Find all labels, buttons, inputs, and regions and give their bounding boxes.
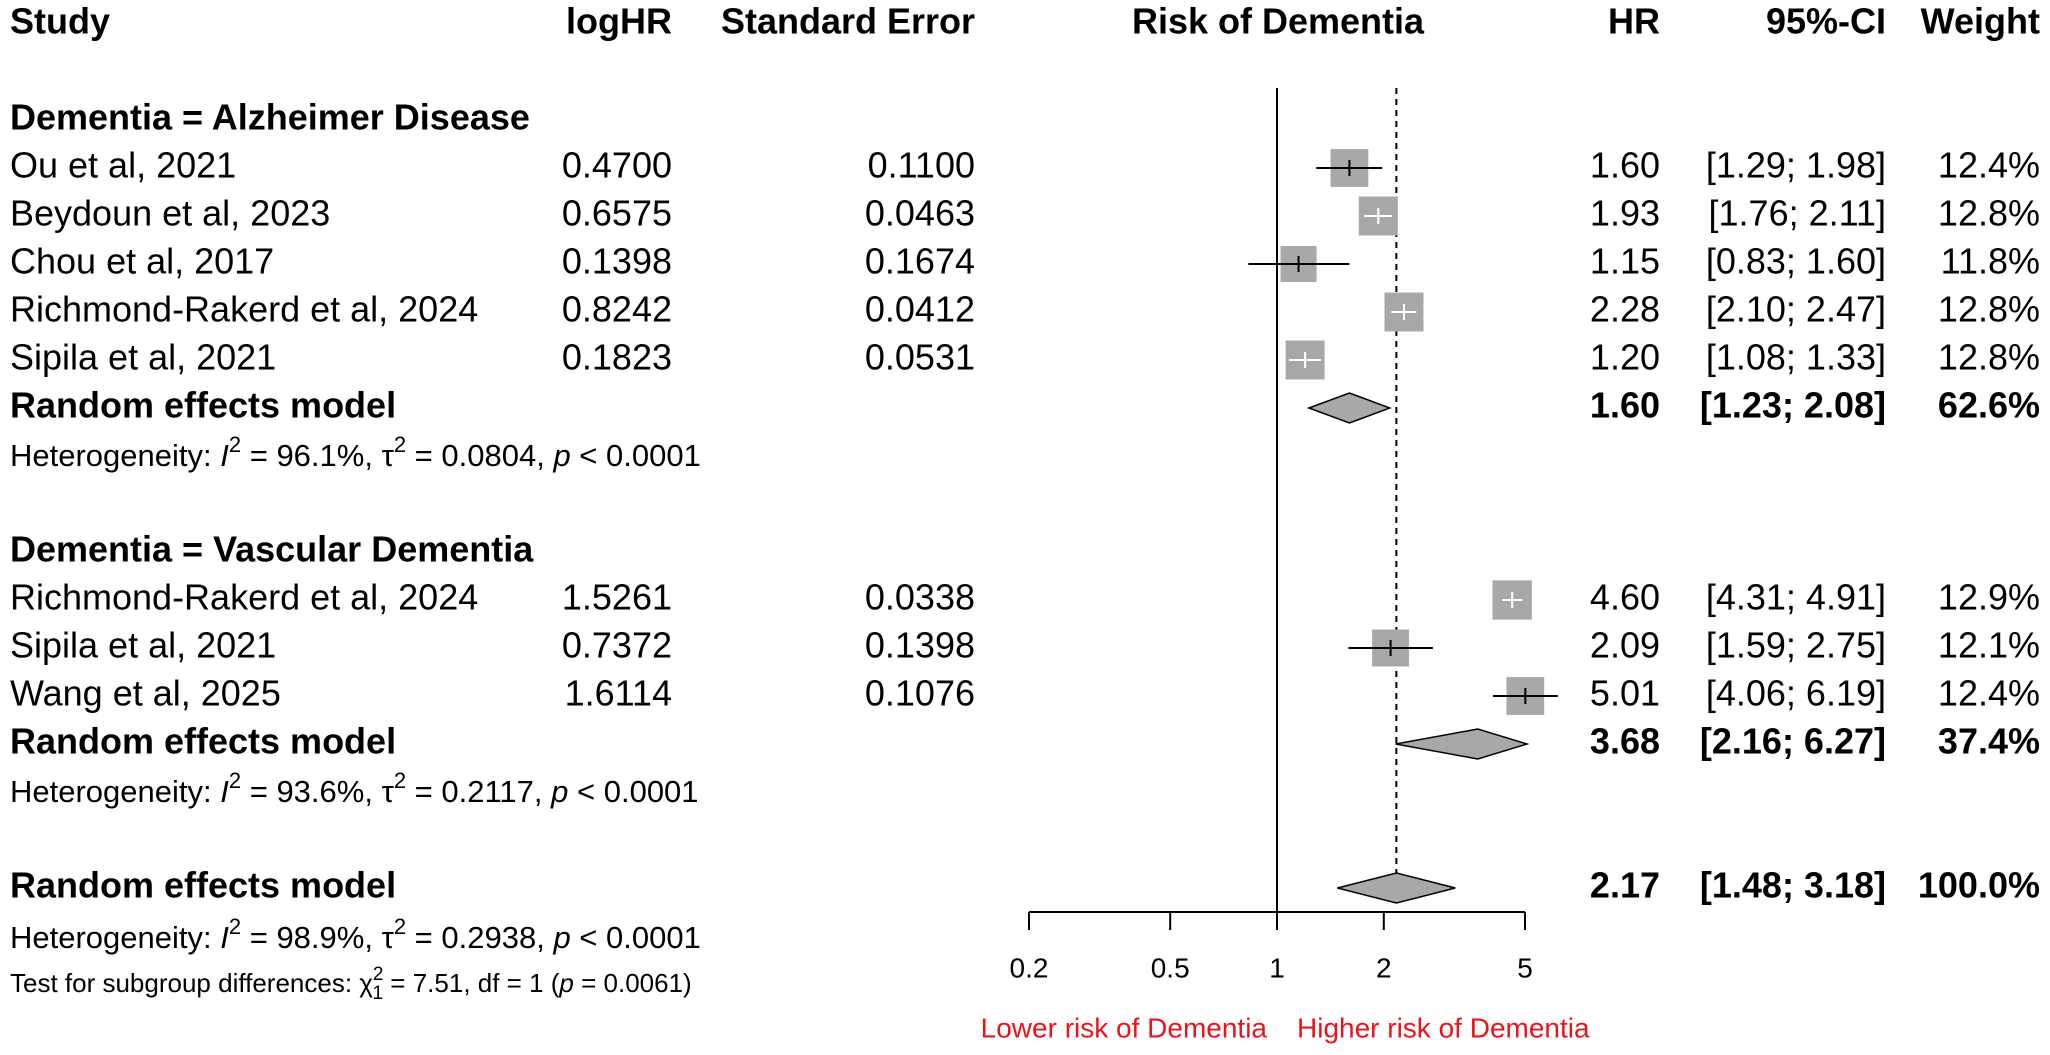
header-study: Study: [10, 1, 110, 42]
study-hr: 2.28: [1590, 289, 1660, 330]
model-diamond: [1395, 728, 1530, 760]
study-weight: 12.8%: [1938, 193, 2040, 234]
study-se: 0.1398: [865, 625, 975, 666]
study-weight: 12.8%: [1938, 289, 2040, 330]
study-loghr: 0.4700: [562, 145, 672, 186]
study-name: Chou et al, 2017: [10, 241, 274, 282]
study-ci: [1.08; 1.33]: [1706, 337, 1886, 378]
study-se: 0.0338: [865, 577, 975, 618]
study-se: 0.0412: [865, 289, 975, 330]
study-se: 0.1076: [865, 673, 975, 714]
model-hr: 1.60: [1590, 385, 1660, 426]
study-weight: 12.4%: [1938, 145, 2040, 186]
study-name: Richmond-Rakerd et al, 2024: [10, 289, 478, 330]
overall-model-weight: 100.0%: [1918, 865, 2040, 906]
study-loghr: 1.6114: [565, 673, 672, 714]
study-weight: 12.1%: [1938, 625, 2040, 666]
model-diamond: [1306, 392, 1393, 424]
study-name: Ou et al, 2021: [10, 145, 236, 186]
header-hr: HR: [1608, 1, 1660, 42]
study-ci: [1.59; 2.75]: [1706, 625, 1886, 666]
study-hr: 1.15: [1590, 241, 1660, 282]
study-weight: 12.9%: [1938, 577, 2040, 618]
study-loghr: 0.1823: [562, 337, 672, 378]
header-plot-title: Risk of Dementia: [1132, 1, 1425, 42]
model-weight: 37.4%: [1938, 721, 2040, 762]
study-loghr: 0.6575: [562, 193, 672, 234]
heterogeneity-text: Heterogeneity: I2 = 93.6%, τ2 = 0.2117, …: [10, 768, 699, 809]
lower-risk-label: Lower risk of Dementia: [981, 1012, 1268, 1043]
study-ci: [1.29; 1.98]: [1706, 145, 1886, 186]
study-loghr: 0.8242: [562, 289, 672, 330]
study-name: Sipila et al, 2021: [10, 625, 276, 666]
model-weight: 62.6%: [1938, 385, 2040, 426]
subgroup-label: Dementia = Vascular Dementia: [10, 529, 534, 570]
study-ci: [4.06; 6.19]: [1706, 673, 1886, 714]
x-axis-tick-label: 5: [1517, 952, 1533, 983]
overall-heterogeneity-text: Heterogeneity: I2 = 98.9%, τ2 = 0.2938, …: [10, 914, 701, 955]
study-se: 0.1674: [865, 241, 975, 282]
header-ci: 95%-CI: [1766, 1, 1886, 42]
subgroup-label: Dementia = Alzheimer Disease: [10, 97, 530, 138]
model-hr: 3.68: [1590, 721, 1660, 762]
study-hr: 1.60: [1590, 145, 1660, 186]
x-axis-tick-label: 2: [1376, 952, 1392, 983]
x-axis-tick-label: 0.5: [1151, 952, 1190, 983]
study-ci: [1.76; 2.11]: [1709, 193, 1886, 234]
study-ci: [2.10; 2.47]: [1706, 289, 1886, 330]
study-hr: 5.01: [1590, 673, 1660, 714]
model-label: Random effects model: [10, 721, 396, 762]
higher-risk-label: Higher risk of Dementia: [1297, 1012, 1590, 1043]
study-loghr: 1.5261: [562, 577, 672, 618]
header-loghr: logHR: [566, 1, 672, 42]
study-se: 0.1100: [868, 145, 975, 186]
overall-model-diamond: [1337, 872, 1456, 904]
study-ci: [4.31; 4.91]: [1706, 577, 1886, 618]
header-standard-error: Standard Error: [721, 1, 975, 42]
header-weight: Weight: [1921, 1, 2040, 42]
model-ci: [1.23; 2.08]: [1700, 385, 1886, 426]
overall-model-label: Random effects model: [10, 865, 396, 906]
study-name: Wang et al, 2025: [10, 673, 281, 714]
study-name: Sipila et al, 2021: [10, 337, 276, 378]
study-weight: 11.8%: [1941, 241, 2040, 282]
model-label: Random effects model: [10, 385, 396, 426]
study-se: 0.0463: [865, 193, 975, 234]
subgroup-differences-test: Test for subgroup differences: χ2 1 = 7.5…: [10, 964, 692, 1004]
heterogeneity-text: Heterogeneity: I2 = 96.1%, τ2 = 0.0804, …: [10, 432, 701, 473]
x-axis-tick-label: 0.2: [1010, 952, 1049, 983]
study-se: 0.0531: [865, 337, 975, 378]
study-hr: 1.20: [1590, 337, 1660, 378]
x-axis-tick-label: 1: [1269, 952, 1285, 983]
study-weight: 12.8%: [1938, 337, 2040, 378]
study-ci: [0.83; 1.60]: [1706, 241, 1886, 282]
study-loghr: 0.7372: [562, 625, 672, 666]
study-hr: 2.09: [1590, 625, 1660, 666]
study-weight: 12.4%: [1938, 673, 2040, 714]
study-name: Richmond-Rakerd et al, 2024: [10, 577, 478, 618]
study-name: Beydoun et al, 2023: [10, 193, 330, 234]
study-hr: 1.93: [1590, 193, 1660, 234]
model-ci: [2.16; 6.27]: [1700, 721, 1886, 762]
study-loghr: 0.1398: [562, 241, 672, 282]
overall-model-ci: [1.48; 3.18]: [1700, 865, 1886, 906]
study-hr: 4.60: [1590, 577, 1660, 618]
overall-model-hr: 2.17: [1590, 865, 1660, 906]
